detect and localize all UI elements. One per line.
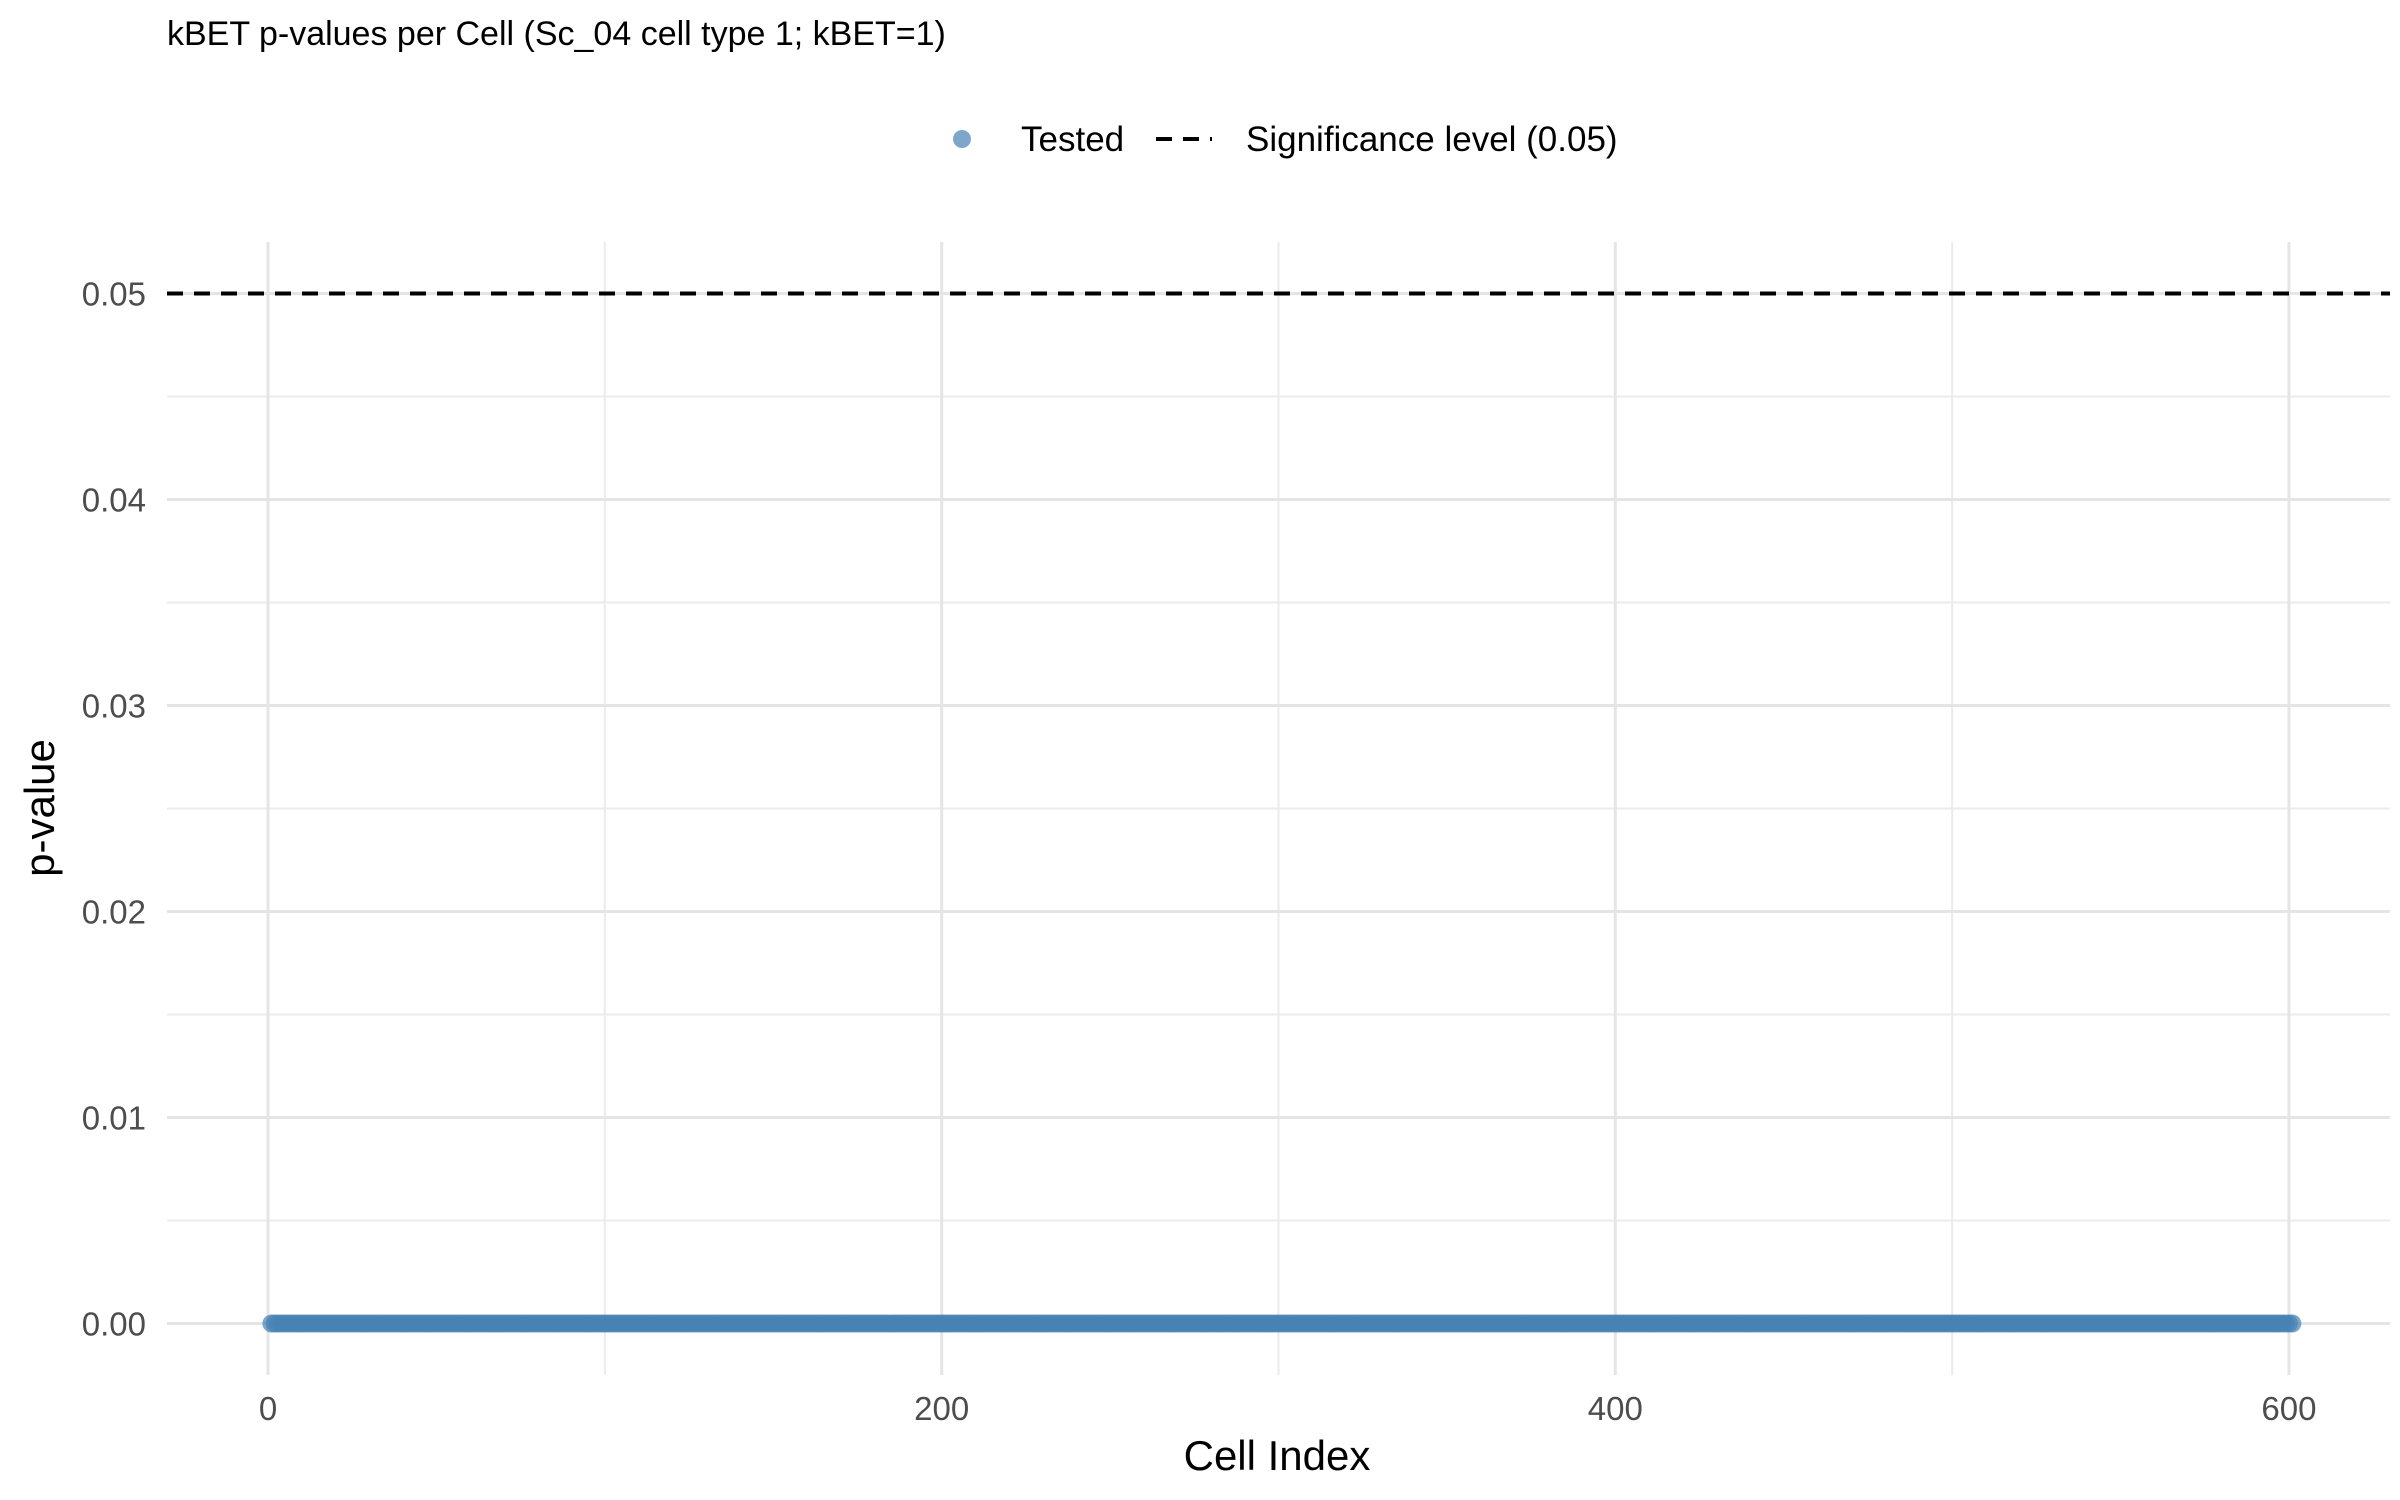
x-tick-label: 200 (914, 1390, 969, 1427)
data-points (262, 1314, 2302, 1333)
legend-tested-marker (953, 130, 971, 148)
grid-minor (167, 242, 2390, 1375)
legend-significance-label: Significance level (0.05) (1246, 120, 1618, 159)
x-tick-label: 600 (2261, 1390, 2316, 1427)
x-axis-label: Cell Index (1184, 1432, 1371, 1479)
x-tick-label: 0 (259, 1390, 277, 1427)
x-axis-tick-labels: 0 200 400 600 (259, 1390, 2317, 1427)
y-tick-label: 0.01 (82, 1100, 146, 1137)
y-tick-label: 0.00 (82, 1306, 146, 1343)
y-tick-label: 0.05 (82, 276, 146, 313)
data-point (2283, 1314, 2302, 1333)
y-tick-label: 0.02 (82, 894, 146, 931)
legend-tested-label: Tested (1021, 120, 1124, 159)
y-axis-label: p-value (16, 739, 63, 877)
x-tick-label: 400 (1588, 1390, 1643, 1427)
y-tick-label: 0.03 (82, 688, 146, 725)
y-axis-tick-labels: 0.00 0.01 0.02 0.03 0.04 0.05 (82, 276, 146, 1343)
chart-title: kBET p-values per Cell (Sc_04 cell type … (167, 15, 946, 53)
legend: Tested Significance level (0.05) (953, 120, 1618, 159)
y-tick-label: 0.04 (82, 482, 146, 519)
